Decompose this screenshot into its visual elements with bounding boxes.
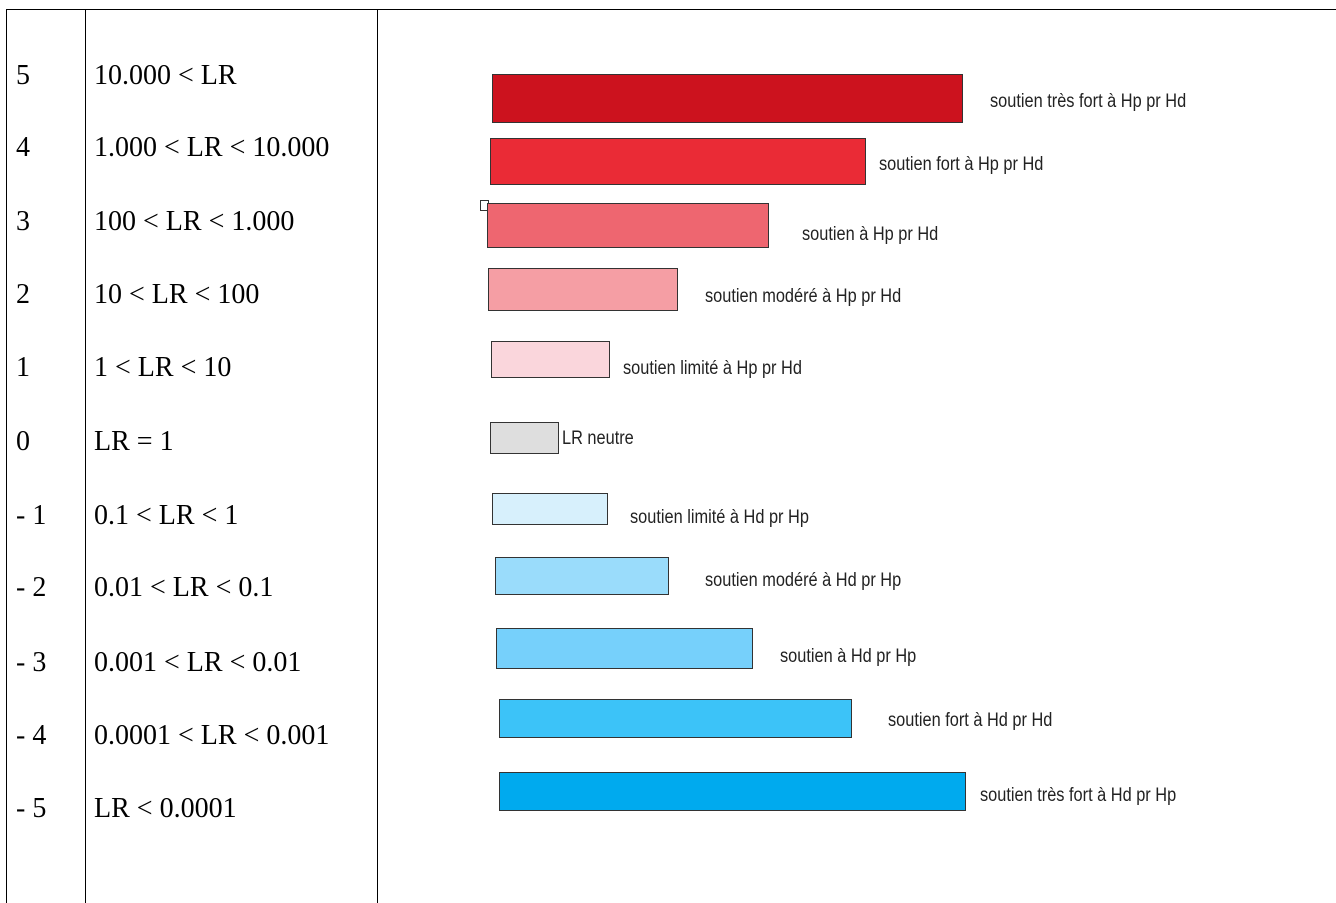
support-label: soutien à Hd pr Hp (780, 646, 917, 667)
support-label: soutien fort à Hd pr Hd (888, 710, 1053, 731)
score-cell: 2 (16, 279, 30, 310)
lr-range-cell: 0.1 < LR < 1 (94, 500, 239, 531)
support-label: LR neutre (562, 428, 634, 449)
lr-range-cell: 100 < LR < 1.000 (94, 206, 295, 237)
support-bar (491, 341, 610, 378)
score-cell: 1 (16, 352, 30, 383)
lr-range-cell: 10 < LR < 100 (94, 279, 260, 310)
lr-scale-table (6, 9, 1336, 903)
lr-range-cell: 0.0001 < LR < 0.001 (94, 720, 330, 751)
score-cell: - 3 (16, 647, 47, 678)
score-cell: - 5 (16, 793, 47, 824)
column-divider (377, 9, 378, 903)
support-label: soutien très fort à Hd pr Hp (980, 785, 1177, 806)
support-label: soutien limité à Hd pr Hp (630, 507, 809, 528)
support-bar (490, 422, 559, 454)
support-label: soutien modéré à Hp pr Hd (705, 286, 902, 307)
lr-range-cell: 1.000 < LR < 10.000 (94, 132, 330, 163)
column-divider (85, 9, 86, 903)
support-label: soutien limité à Hp pr Hd (623, 358, 802, 379)
lr-range-cell: 10.000 < LR (94, 60, 237, 91)
lr-range-cell: LR = 1 (94, 426, 174, 457)
score-cell: - 2 (16, 572, 47, 603)
lr-range-cell: 0.001 < LR < 0.01 (94, 647, 302, 678)
support-bar (492, 74, 963, 123)
support-label: soutien fort à Hp pr Hd (879, 154, 1044, 175)
score-cell: - 4 (16, 720, 47, 751)
support-bar (499, 772, 966, 811)
score-cell: 3 (16, 206, 30, 237)
score-cell: 5 (16, 60, 30, 91)
lr-range-cell: 1 < LR < 10 (94, 352, 232, 383)
score-cell: - 1 (16, 500, 47, 531)
lr-range-cell: LR < 0.0001 (94, 793, 237, 824)
support-bar (496, 628, 753, 669)
score-cell: 4 (16, 132, 30, 163)
support-label: soutien modéré à Hd pr Hp (705, 570, 902, 591)
score-cell: 0 (16, 426, 30, 457)
support-label: soutien à Hp pr Hd (802, 224, 939, 245)
support-bar (490, 138, 866, 185)
support-bar (499, 699, 852, 738)
support-bar (495, 557, 669, 595)
lr-range-cell: 0.01 < LR < 0.1 (94, 572, 274, 603)
support-bar (492, 493, 608, 525)
support-bar (487, 203, 769, 248)
support-label: soutien très fort à Hp pr Hd (990, 91, 1187, 112)
support-bar (488, 268, 678, 311)
